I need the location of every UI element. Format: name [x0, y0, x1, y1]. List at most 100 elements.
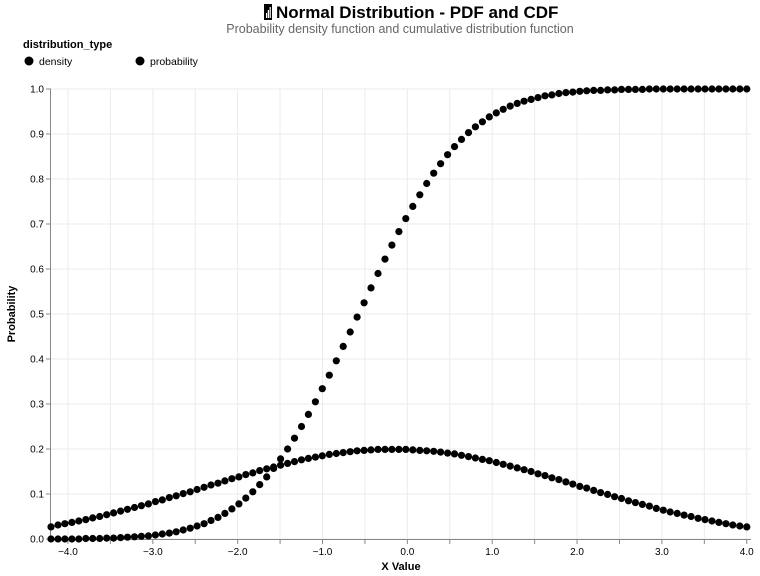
point-density[interactable]	[583, 484, 591, 492]
point-probability[interactable]	[402, 215, 410, 223]
point-density[interactable]	[360, 446, 368, 454]
point-probability[interactable]	[346, 328, 354, 336]
point-density[interactable]	[562, 478, 570, 486]
point-probability[interactable]	[520, 97, 528, 105]
point-density[interactable]	[89, 514, 97, 522]
point-density[interactable]	[179, 490, 187, 498]
point-probability[interactable]	[263, 473, 271, 481]
point-density[interactable]	[297, 456, 306, 464]
point-probability[interactable]	[381, 255, 389, 263]
point-density[interactable]	[96, 512, 104, 521]
point-density[interactable]	[708, 517, 716, 525]
point-density[interactable]	[304, 454, 312, 462]
point-density[interactable]	[193, 485, 201, 494]
point-probability[interactable]	[576, 87, 584, 95]
point-density[interactable]	[151, 498, 159, 506]
point-probability[interactable]	[590, 86, 598, 94]
point-density[interactable]	[110, 509, 118, 517]
point-density[interactable]	[54, 521, 62, 529]
point-density[interactable]	[388, 445, 396, 453]
point-density[interactable]	[715, 518, 723, 527]
point-probability[interactable]	[624, 85, 633, 93]
point-probability[interactable]	[277, 455, 285, 463]
point-density[interactable]	[485, 457, 493, 465]
point-probability[interactable]	[437, 160, 445, 168]
point-probability[interactable]	[207, 516, 215, 525]
point-probability[interactable]	[388, 241, 396, 249]
point-probability[interactable]	[290, 434, 299, 442]
point-density[interactable]	[722, 520, 730, 528]
point-density[interactable]	[645, 502, 654, 510]
point-probability[interactable]	[297, 422, 306, 431]
point-probability[interactable]	[513, 99, 521, 107]
point-density[interactable]	[47, 523, 55, 531]
point-density[interactable]	[290, 458, 299, 466]
point-probability[interactable]	[221, 509, 229, 517]
point-density[interactable]	[158, 496, 166, 504]
point-probability[interactable]	[736, 85, 744, 93]
point-probability[interactable]	[485, 113, 493, 121]
point-probability[interactable]	[68, 535, 76, 543]
point-probability[interactable]	[117, 534, 125, 542]
point-probability[interactable]	[708, 85, 716, 93]
point-density[interactable]	[673, 509, 681, 517]
point-probability[interactable]	[743, 85, 751, 93]
point-probability[interactable]	[604, 86, 612, 94]
point-density[interactable]	[694, 514, 702, 522]
point-probability[interactable]	[569, 88, 577, 96]
point-probability[interactable]	[492, 109, 500, 117]
point-probability[interactable]	[332, 357, 340, 365]
point-probability[interactable]	[158, 530, 166, 538]
point-probability[interactable]	[534, 94, 542, 102]
point-probability[interactable]	[701, 85, 709, 93]
point-probability[interactable]	[214, 513, 222, 522]
point-probability[interactable]	[54, 535, 62, 543]
point-density[interactable]	[165, 494, 173, 502]
point-probability[interactable]	[597, 86, 605, 94]
point-density[interactable]	[242, 471, 250, 479]
point-probability[interactable]	[61, 535, 69, 543]
point-density[interactable]	[374, 445, 382, 453]
point-density[interactable]	[318, 452, 326, 460]
point-density[interactable]	[325, 450, 333, 458]
point-probability[interactable]	[659, 85, 667, 93]
point-density[interactable]	[68, 518, 76, 527]
point-probability[interactable]	[186, 524, 194, 532]
point-density[interactable]	[61, 520, 69, 528]
point-probability[interactable]	[47, 535, 55, 543]
point-density[interactable]	[277, 461, 285, 469]
point-density[interactable]	[207, 481, 215, 489]
point-probability[interactable]	[270, 464, 278, 472]
point-probability[interactable]	[256, 481, 264, 489]
point-density[interactable]	[353, 447, 361, 455]
point-density[interactable]	[506, 462, 514, 470]
point-density[interactable]	[492, 458, 500, 467]
point-density[interactable]	[631, 499, 640, 507]
point-probability[interactable]	[75, 535, 83, 543]
point-probability[interactable]	[464, 129, 473, 137]
point-density[interactable]	[597, 489, 605, 497]
point-density[interactable]	[82, 516, 90, 524]
point-probability[interactable]	[304, 410, 312, 418]
point-probability[interactable]	[617, 85, 626, 93]
point-density[interactable]	[437, 448, 445, 456]
point-density[interactable]	[478, 455, 486, 463]
point-probability[interactable]	[165, 529, 173, 537]
point-probability[interactable]	[673, 85, 681, 93]
point-probability[interactable]	[687, 85, 695, 93]
point-probability[interactable]	[430, 169, 438, 177]
point-density[interactable]	[555, 476, 563, 484]
point-probability[interactable]	[374, 269, 382, 278]
point-density[interactable]	[520, 466, 528, 474]
point-probability[interactable]	[680, 85, 688, 93]
point-density[interactable]	[604, 490, 612, 498]
point-density[interactable]	[346, 448, 354, 456]
point-probability[interactable]	[611, 86, 619, 94]
point-density[interactable]	[284, 459, 292, 467]
point-probability[interactable]	[638, 85, 647, 93]
point-probability[interactable]	[666, 85, 674, 93]
point-probability[interactable]	[82, 534, 90, 543]
point-density[interactable]	[249, 469, 257, 477]
point-probability[interactable]	[311, 398, 319, 406]
point-density[interactable]	[569, 480, 577, 488]
